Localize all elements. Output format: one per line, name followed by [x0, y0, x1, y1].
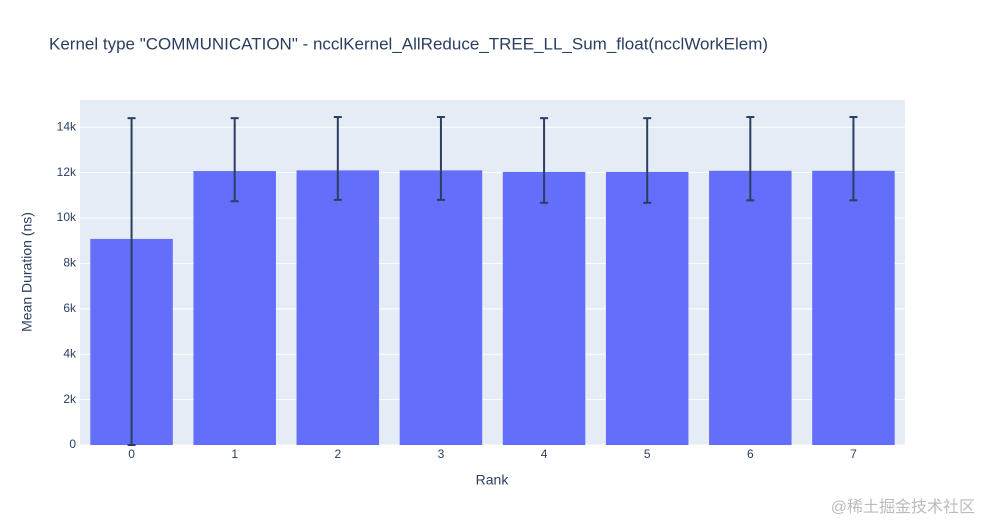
bar [193, 171, 276, 445]
x-tick-label: 3 [438, 447, 445, 461]
y-tick-label: 6k [63, 301, 77, 315]
y-tick-label: 2k [63, 392, 77, 406]
bar [502, 171, 586, 445]
chart-title: Kernel type "COMMUNICATION" - ncclKernel… [49, 34, 768, 53]
y-tick-label: 0 [69, 437, 76, 451]
bar [605, 171, 689, 445]
x-tick-label: 7 [850, 447, 857, 461]
watermark: @稀土掘金技术社区 [831, 498, 975, 516]
y-tick-label: 12k [57, 165, 77, 179]
bar [709, 170, 792, 445]
y-tick-label: 4k [63, 346, 77, 360]
y-tick-label: 14k [57, 119, 77, 133]
x-tick-label: 4 [541, 447, 548, 461]
bar [399, 170, 483, 445]
x-tick-label: 2 [334, 447, 341, 461]
x-tick-label: 6 [747, 447, 754, 461]
y-axis-label: Mean Duration (ns) [19, 212, 35, 332]
bar [812, 170, 895, 445]
x-axis-label: Rank [476, 472, 510, 488]
x-tick-label: 0 [128, 447, 135, 461]
x-tick-label: 5 [644, 447, 651, 461]
y-tick-label: 10k [57, 210, 77, 224]
x-tick-label: 1 [231, 447, 238, 461]
y-tick-label: 8k [63, 256, 77, 270]
bar [296, 170, 380, 445]
